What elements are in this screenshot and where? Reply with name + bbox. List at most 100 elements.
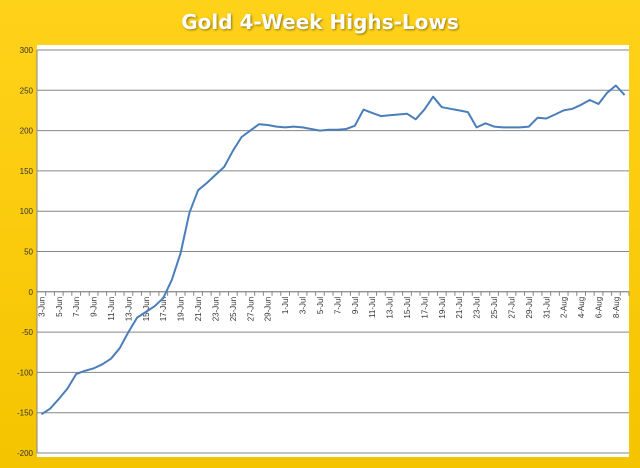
x-tick-label: 23-Jun — [211, 297, 220, 321]
x-tick-label: 8-Aug — [612, 297, 621, 318]
x-tick-label: 4-Aug — [577, 297, 586, 318]
x-tick-label: 2-Aug — [560, 297, 569, 318]
y-tick-label: -150 — [17, 409, 34, 418]
data-point — [389, 114, 391, 116]
data-point — [310, 128, 312, 130]
x-tick-label: 5-Jul — [316, 297, 325, 315]
data-point — [519, 126, 521, 128]
data-point — [302, 126, 304, 128]
data-point — [571, 108, 573, 110]
x-tick-label: 15-Jun — [142, 297, 151, 321]
data-point — [528, 126, 530, 128]
data-point — [319, 130, 321, 132]
data-point — [267, 124, 269, 126]
data-point — [397, 113, 399, 115]
y-tick-label: 250 — [20, 86, 34, 95]
data-point — [624, 94, 626, 96]
y-tick-label: 100 — [20, 207, 34, 216]
data-point — [423, 109, 425, 111]
x-tick-label: 23-Jul — [473, 297, 482, 319]
data-point — [58, 398, 60, 400]
x-tick-label: 13-Jun — [124, 297, 133, 321]
data-point — [154, 305, 156, 307]
data-point — [241, 136, 243, 138]
data-point — [101, 363, 103, 365]
data-point — [450, 108, 452, 110]
y-tick-label: -100 — [17, 368, 34, 377]
data-point — [328, 129, 330, 131]
x-tick-label: 17-Jun — [159, 297, 168, 321]
data-point — [188, 212, 190, 214]
data-point — [510, 126, 512, 128]
x-tick-label: 29-Jul — [525, 297, 534, 319]
x-tick-label: 17-Jul — [420, 297, 429, 319]
data-point — [493, 126, 495, 128]
data-point — [371, 112, 373, 114]
data-point — [197, 189, 199, 191]
x-tick-label: 21-Jul — [455, 297, 464, 319]
data-point — [136, 317, 138, 319]
x-tick-label: 27-Jun — [246, 297, 255, 321]
data-point — [75, 373, 77, 375]
data-point — [40, 413, 42, 415]
data-point — [214, 174, 216, 176]
x-tick-label: 7-Jun — [72, 297, 81, 317]
x-tick-label: 3-Jul — [299, 297, 308, 315]
data-point — [180, 252, 182, 254]
x-tick-label: 27-Jul — [507, 297, 516, 319]
data-point — [380, 115, 382, 117]
y-tick-label: -50 — [21, 328, 33, 337]
data-point — [258, 123, 260, 125]
x-tick-label: 6-Aug — [595, 297, 604, 318]
x-tick-label: 9-Jul — [351, 297, 360, 315]
x-tick-label: 31-Jul — [542, 297, 551, 319]
data-point — [293, 126, 295, 128]
series-line — [40, 84, 626, 416]
x-tick-label: 9-Jun — [90, 297, 99, 317]
y-tick-label: 0 — [29, 288, 34, 297]
data-point — [441, 106, 443, 108]
x-tick-label: 3-Jun — [37, 297, 46, 317]
data-point — [458, 109, 460, 111]
data-point — [432, 96, 434, 98]
data-point — [563, 109, 565, 111]
data-point — [467, 111, 469, 113]
data-point — [537, 117, 539, 119]
data-point — [362, 109, 364, 111]
y-tick-label: 50 — [24, 248, 33, 257]
data-point — [554, 113, 556, 115]
data-point — [598, 103, 600, 105]
x-tick-label: 1-Jul — [281, 297, 290, 315]
data-point — [171, 279, 173, 281]
data-point — [162, 297, 164, 299]
x-tick-label: 25-Jul — [490, 297, 499, 319]
data-point — [415, 118, 417, 120]
data-point — [127, 331, 129, 333]
data-point — [110, 358, 112, 360]
data-point — [336, 129, 338, 131]
data-point — [275, 126, 277, 128]
x-tick-label: 7-Jul — [333, 297, 342, 315]
data-point — [615, 84, 617, 86]
data-point — [545, 118, 547, 120]
data-point — [249, 130, 251, 132]
chart-title: Gold 4-Week Highs-Lows — [181, 10, 459, 34]
data-point — [606, 92, 608, 94]
data-point — [284, 126, 286, 128]
x-tick-label: 25-Jun — [229, 297, 238, 321]
data-point — [502, 126, 504, 128]
y-tick-label: 300 — [20, 46, 34, 55]
x-tick-label: 15-Jul — [403, 297, 412, 319]
data-point — [354, 125, 356, 127]
data-point — [589, 99, 591, 101]
x-tick-label: 29-Jun — [264, 297, 273, 321]
x-tick-label: 19-Jul — [438, 297, 447, 319]
data-point — [223, 166, 225, 168]
x-tick-label: 21-Jun — [194, 297, 203, 321]
y-tick-label: 150 — [20, 167, 34, 176]
y-tick-label: -200 — [17, 449, 34, 458]
data-point — [206, 182, 208, 184]
x-tick-label: 13-Jul — [386, 297, 395, 319]
x-tick-label: 5-Jun — [55, 297, 64, 317]
